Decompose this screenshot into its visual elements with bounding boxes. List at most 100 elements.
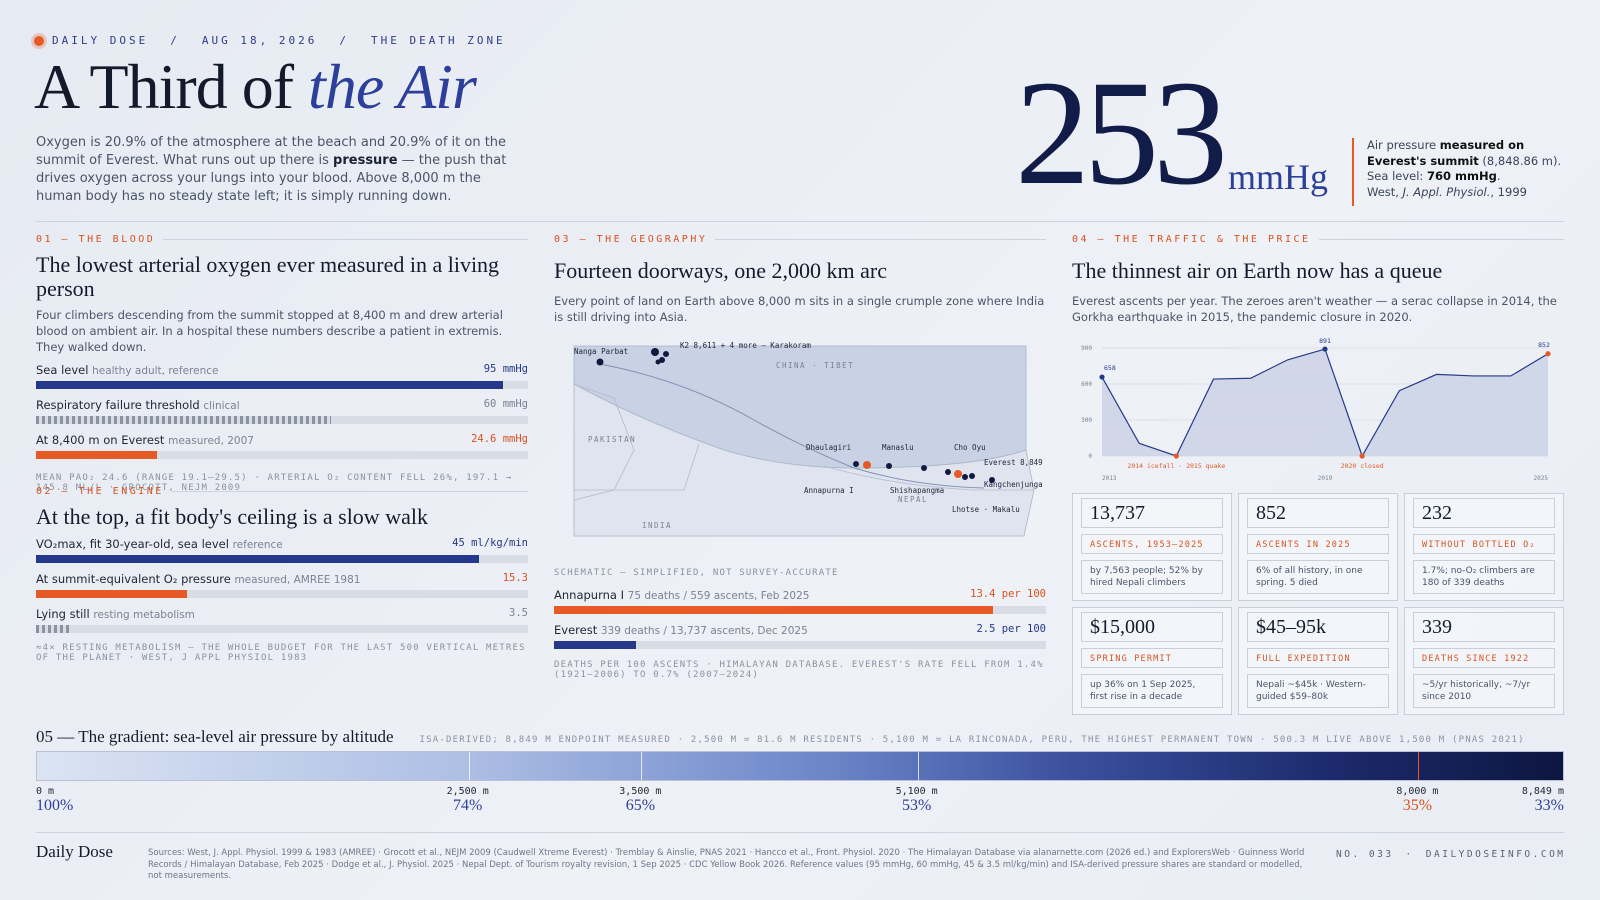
label-nepal: NEPAL — [898, 495, 928, 504]
bar-row: Lying still resting metabolism 3.5 — [36, 607, 528, 633]
stat-card: 852 ASCENTS IN 2025 6% of all history, in … — [1238, 493, 1398, 601]
data-point — [1099, 374, 1105, 380]
bar-row: Sea level healthy adult, reference 95 mmH… — [36, 363, 528, 389]
x-tick-label: 2013 — [1102, 475, 1117, 482]
x-tick-label: 2019 — [1318, 475, 1333, 482]
label-nanga: Nanga Parbat — [574, 347, 628, 356]
label-lhotse: Lhotse · Makalu — [952, 505, 1020, 514]
footer-meta: NO. 033 · DAILYDOSEINFO.COM — [1336, 849, 1566, 860]
x-tick-label: 2025 — [1534, 475, 1549, 482]
gradient-tick-pct: 65% — [625, 797, 656, 814]
stat-card: $15,000 SPRING PERMIT up 36% on 1 Sep 2025… — [1072, 607, 1232, 715]
gradient-tick-pct: 53% — [901, 797, 932, 814]
issue-number: NO. 033 — [1336, 849, 1394, 860]
annotation-covid: 2020 closed — [1341, 462, 1384, 470]
issue-date: AUG 18, 2026 — [201, 34, 318, 47]
traffic-desc: Everest ascents per year. The zeroes are… — [1072, 294, 1557, 324]
y-tick-label: 300 — [1081, 417, 1092, 424]
y-tick-label: 900 — [1081, 345, 1092, 352]
label-choyu: Cho Oyu — [954, 443, 986, 452]
gradient-header: 05 — The gradient: sea-level air pressur… — [36, 727, 1564, 747]
gradient-marker — [468, 752, 470, 780]
area-fill — [1102, 349, 1548, 456]
gradient-tick-label: 8,849 m — [1521, 786, 1564, 797]
blood-title: The lowest arterial oxygen ever measured… — [36, 252, 500, 301]
hero-unit: mmHg — [1228, 157, 1329, 197]
gradient-title: 05 — The gradient: sea-level air pressur… — [36, 727, 394, 746]
gradient-tick-label: 2,500 m — [446, 786, 489, 797]
hero-stat: 253 mmHg — [1015, 58, 1328, 208]
geo-desc: Every point of land on Earth above 8,000… — [554, 294, 1045, 324]
topic: THE DEATH ZONE — [370, 34, 506, 47]
map-caption: SCHEMATIC — SIMPLIFIED, NOT SURVEY-ACCUR… — [554, 568, 839, 578]
data-point — [1322, 346, 1328, 352]
traffic-kicker: 04 — THE TRAFFIC & THE PRICE — [1072, 234, 1311, 245]
label-k2: K2 8,611 + 4 more — Karakoram — [680, 341, 811, 350]
lede: Oxygen is 20.9% of the atmosphere at the… — [36, 135, 507, 204]
label-dhaulagiri: Dhaulagiri — [806, 443, 851, 452]
geo-section: 03 — THE GEOGRAPHY Fourteen doorways, on… — [554, 234, 1046, 325]
gradient-tick-label: 5,100 m — [895, 786, 938, 797]
y-tick-label: 0 — [1088, 453, 1092, 460]
label-kangch: Kangchenjunga — [984, 480, 1043, 489]
gradient-tick: 8,849 m 33% — [1522, 786, 1564, 815]
stat-card: 13,737 ASCENTS, 1953–2025 by 7,563 people;… — [1072, 493, 1232, 601]
label-manaslu: Manaslu — [882, 443, 914, 452]
bar-fill — [554, 641, 637, 649]
geo-bars: SCHEMATIC — SIMPLIFIED, NOT SURVEY-ACCUR… — [554, 568, 1046, 680]
label-india: INDIA — [642, 521, 672, 530]
gradient-tick-label: 3,500 m — [619, 786, 662, 797]
blood-footnote: MEAN PAO₂ 24.6 (RANGE 19.1–29.5) · ARTER… — [36, 473, 513, 493]
bar-row: Respiratory failure threshold clinical 60… — [36, 398, 528, 424]
gradient-notes: ISA-DERIVED; 8,849 M ENDPOINT MEASURED ·… — [419, 735, 1525, 745]
bar-row: At summit-equivalent O₂ pressure measure… — [36, 572, 528, 598]
masthead: DAILY DOSE / AUG 18, 2026 / THE DEATH ZO… — [34, 34, 506, 47]
label-shisha: Shishapangma — [890, 486, 944, 495]
geo-kicker: 03 — THE GEOGRAPHY — [554, 234, 708, 245]
bar-row: Annapurna I 75 deaths / 559 ascents, Feb… — [554, 588, 1046, 614]
footer-rule — [36, 832, 1564, 833]
stat-card: 232 WITHOUT BOTTLED O₂ 1.7%; no-O₂ climber… — [1404, 493, 1564, 601]
gradient-tick-pct: 100% — [36, 797, 74, 814]
gradient-marker — [1418, 752, 1420, 780]
traffic-section: 04 — THE TRAFFIC & THE PRICE The thinnes… — [1072, 234, 1564, 325]
data-point — [1545, 351, 1551, 357]
label-pakistan: PAKISTAN — [588, 435, 636, 444]
blood-kicker: 01 — THE BLOOD — [36, 234, 156, 245]
stat-card: $45–95k FULL EXPEDITION Nepali ~$45k · Wes… — [1238, 607, 1398, 715]
gradient-tick: 5,100 m 53% — [867, 786, 967, 815]
gradient-tick-label: 8,000 m — [1396, 786, 1439, 797]
gradient-tick-pct: 33% — [1534, 797, 1564, 814]
blood-section: 01 — THE BLOOD The lowest arterial oxyge… — [36, 234, 528, 493]
header-rule — [36, 221, 1564, 222]
site-url: DAILYDOSEINFO.COM — [1425, 849, 1566, 860]
bar-fill — [36, 625, 71, 633]
bar-fill — [36, 555, 479, 563]
live-dot-icon — [34, 35, 44, 46]
geo-title: Fourteen doorways, one 2,000 km arc — [554, 258, 887, 283]
blood-desc: Four climbers descending from the summit… — [36, 308, 503, 354]
bar-fill — [36, 590, 187, 598]
hero-note: Air pressure measured on Everest's summi… — [1367, 138, 1562, 199]
annotation-quake: 2014 icefall · 2015 quake — [1127, 462, 1225, 470]
data-label: 852 — [1538, 341, 1550, 349]
gradient-marker — [917, 752, 919, 780]
gradient-tick-label: 0 m — [36, 786, 55, 797]
data-label: 891 — [1319, 337, 1331, 345]
label-annapurna: Annapurna I — [804, 486, 854, 495]
bar-fill — [36, 451, 158, 459]
page-title: A Third of the Air — [34, 51, 477, 122]
data-label: 658 — [1104, 364, 1116, 372]
data-point — [1359, 453, 1365, 459]
brand-name: DAILY DOSE — [52, 34, 149, 47]
hero-divider — [1352, 138, 1354, 206]
geo-footnote: DEATHS PER 100 ASCENTS · HIMALAYAN DATAB… — [554, 660, 1044, 680]
label-everest: Everest 8,849 — [984, 458, 1043, 467]
engine-title: At the top, a fit body's ceiling is a sl… — [36, 504, 428, 529]
hero-number: 253 — [1015, 50, 1228, 216]
himalaya-map: Nanga Parbat K2 8,611 + 4 more — Karakor… — [573, 341, 1043, 537]
bar-fill — [36, 381, 504, 389]
gradient-tick-pct: 35% — [1402, 797, 1433, 814]
stat-cards: 13,737 ASCENTS, 1953–2025 by 7,563 people;… — [1072, 493, 1564, 715]
gradient-tick: 0 m 100% — [36, 786, 73, 815]
